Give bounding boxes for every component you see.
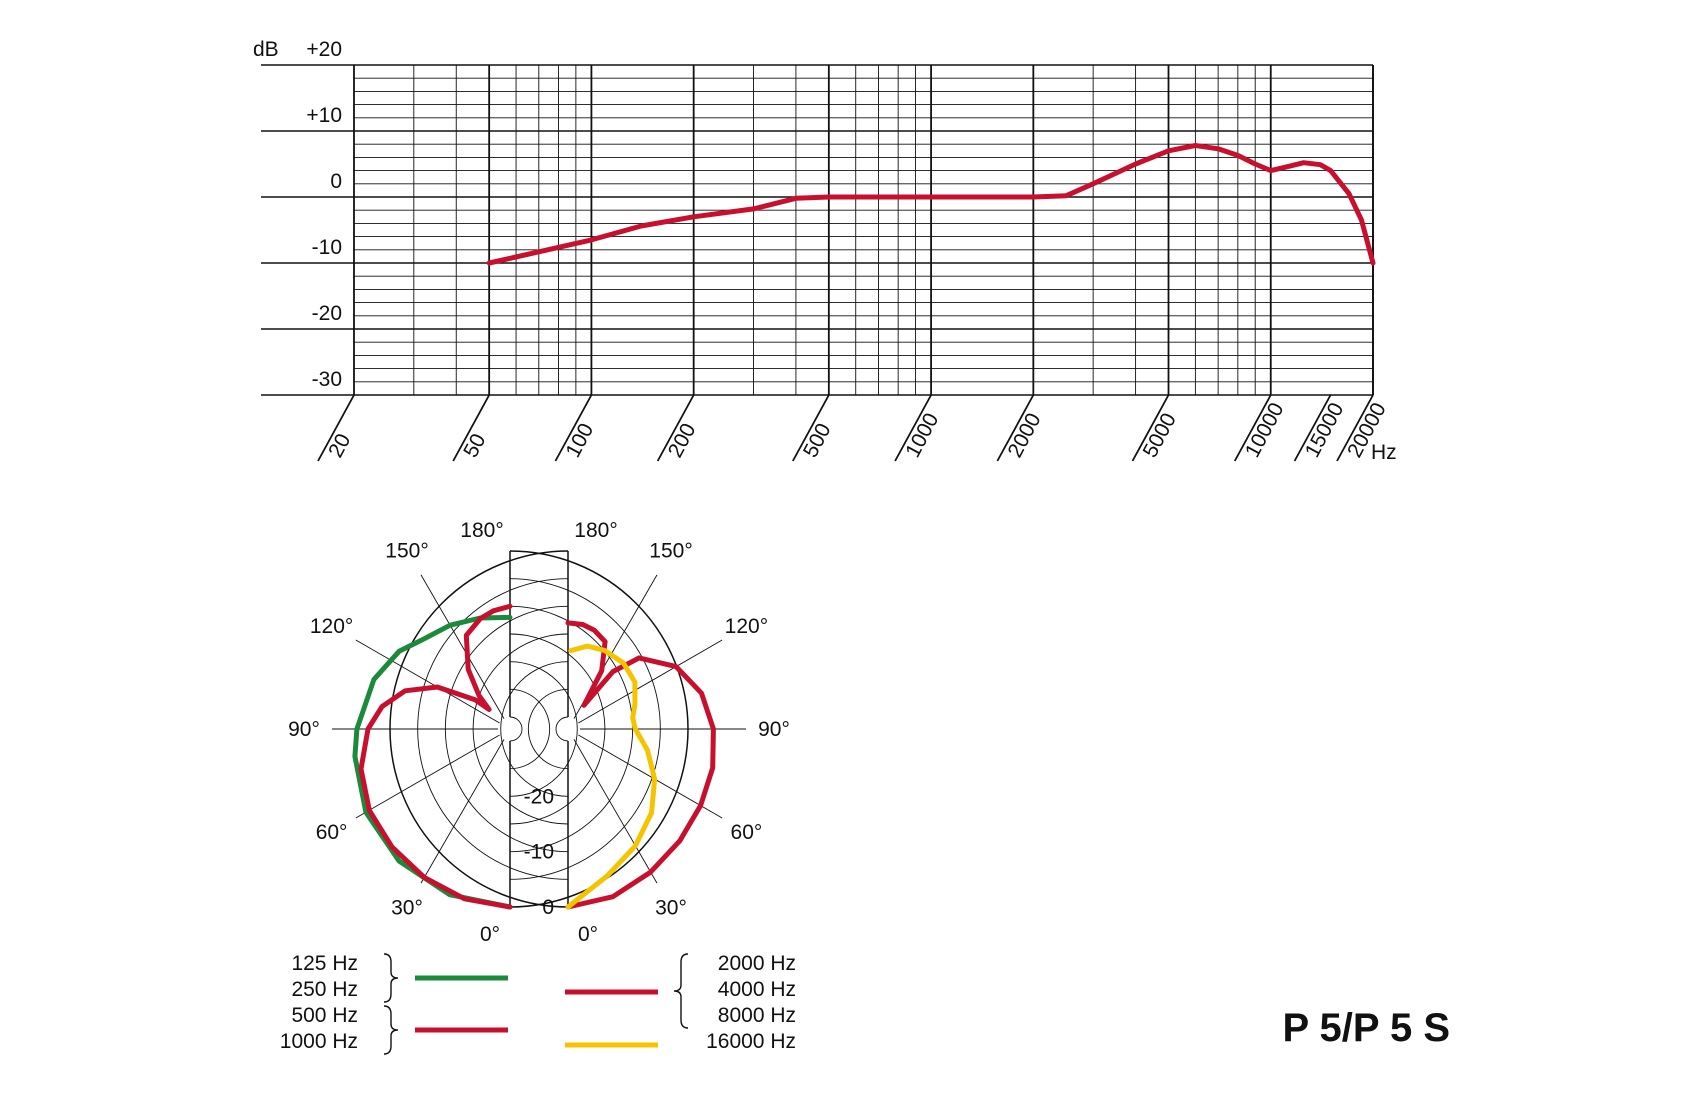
legend-frequency-label: 250 Hz [291, 978, 358, 1001]
polar-radius-label: 0 [542, 896, 554, 919]
frequency-tick-label: 500 [799, 420, 836, 462]
frequency-axis-tick [1293, 394, 1332, 462]
frequency-axis-tick [1233, 394, 1272, 462]
frequency-response-x-axis-label: Hz [1371, 441, 1397, 464]
db-tick-label: -10 [312, 236, 342, 259]
frequency-response-y-tick-labels: +20 +10 0 -10 -20 -30 [306, 38, 342, 391]
polar-ring [509, 688, 551, 770]
polar-grid [332, 550, 746, 908]
frequency-tick-label: 200 [664, 420, 701, 462]
polar-ring [509, 661, 578, 797]
polar-curve [358, 603, 513, 910]
polar-angle-label-left: 0° [480, 923, 500, 946]
polar-angle-label-right: 120° [725, 615, 768, 638]
polar-angle-label-right: 90° [758, 718, 790, 741]
polar-angle-label-left: 90° [288, 718, 320, 741]
polar-spoke [420, 574, 505, 719]
frequency-axis-tick [656, 394, 695, 462]
frequency-tick-label: 10000 [1241, 399, 1289, 461]
frequency-axis-tick [894, 394, 932, 462]
frequency-tick-label: 1000 [901, 409, 943, 461]
legend-frequency-label: 125 Hz [291, 952, 358, 975]
polar-curve [352, 614, 513, 910]
frequency-tick-label: 20 [324, 430, 355, 461]
legend-frequency-label: 2000 Hz [718, 952, 796, 975]
polar-angle-label-right: 0° [578, 923, 598, 946]
frequency-response-curve [486, 143, 1376, 266]
polar-ring [444, 605, 569, 853]
polar-spoke [573, 739, 658, 884]
frequency-tick-label: 100 [562, 420, 599, 462]
polar-angle-label-right: 150° [649, 540, 692, 563]
db-tick-label: +20 [306, 38, 342, 61]
polar-ring [472, 633, 569, 825]
frequency-axis-tick [792, 394, 830, 462]
frequency-tick-label: 5000 [1139, 409, 1181, 461]
polar-spoke [578, 639, 723, 724]
frequency-response-curve-group [486, 143, 1376, 266]
polar-curves [352, 603, 716, 910]
db-tick-label: 0 [330, 170, 342, 193]
legend-frequency-label: 1000 Hz [280, 1030, 358, 1053]
polar-radius-labels: 0 -10 -20 [524, 785, 554, 919]
polar-angle-label-right: 60° [731, 821, 763, 844]
polar-ring [509, 716, 523, 742]
frequency-axis-tick [996, 394, 1035, 462]
frequency-axis-tick [452, 394, 490, 462]
polar-pattern-chart: 0° 30° 60° 90° 120° 150° 180° 0° 30° 60° 90° 120° 15… [288, 519, 790, 946]
frequency-tick-label: 50 [459, 430, 490, 461]
db-tick-label: -30 [312, 368, 342, 391]
frequency-axis-tick [1131, 394, 1170, 462]
frequency-axis-tick [1336, 394, 1374, 462]
polar-spoke [355, 639, 500, 724]
model-name: P 5/P 5 S [1282, 1006, 1450, 1050]
polar-curve [565, 643, 658, 910]
polar-angle-label-left: 60° [316, 821, 348, 844]
frequency-response-chart: +20 +10 0 -10 -20 -30 20 50 100 200 500 1000 2000 50… [253, 38, 1397, 464]
polar-angle-labels: 0° 30° 60° 90° 120° 150° 180° 0° 30° 60° 90° 120° 15… [288, 519, 790, 946]
frequency-tick-label: 2000 [1003, 409, 1045, 461]
db-tick-label: +10 [306, 104, 342, 127]
legend-frequency-label: 16000 Hz [706, 1030, 796, 1053]
polar-spoke [355, 734, 500, 819]
polar-angle-label-left: 180° [460, 519, 503, 542]
polar-curve [565, 620, 716, 910]
polar-radius-label: -10 [524, 841, 554, 864]
legend-frequency-label: 500 Hz [291, 1004, 358, 1027]
legend-brace [383, 953, 399, 1003]
db-tick-label: -20 [312, 302, 342, 325]
frequency-response-y-axis-label: dB [253, 38, 279, 61]
polar-angle-label-left: 30° [391, 896, 423, 919]
legend-frequency-label: 8000 Hz [718, 1004, 796, 1027]
polar-spoke [578, 734, 723, 819]
polar-angle-label-left: 150° [385, 540, 428, 563]
polar-legend: 125 Hz 250 Hz 500 Hz 1000 Hz 2000 Hz 4000 Hz 8… [280, 952, 796, 1055]
polar-ring [389, 550, 569, 908]
polar-spoke [420, 739, 505, 884]
frequency-axis-tick [317, 394, 355, 462]
legend-brace [383, 1005, 399, 1055]
legend-frequency-label: 4000 Hz [718, 978, 796, 1001]
legend-brace [673, 953, 689, 1029]
polar-ring [555, 716, 569, 742]
polar-angle-label-left: 120° [310, 615, 353, 638]
frequency-axis-tick [554, 394, 593, 462]
polar-radius-label: -20 [524, 785, 554, 808]
polar-ring [500, 661, 569, 797]
polar-ring [527, 688, 569, 770]
polar-angle-label-right: 180° [574, 519, 617, 542]
frequency-response-grid [261, 64, 1374, 396]
polar-angle-label-right: 30° [655, 896, 687, 919]
polar-ring [417, 578, 569, 880]
